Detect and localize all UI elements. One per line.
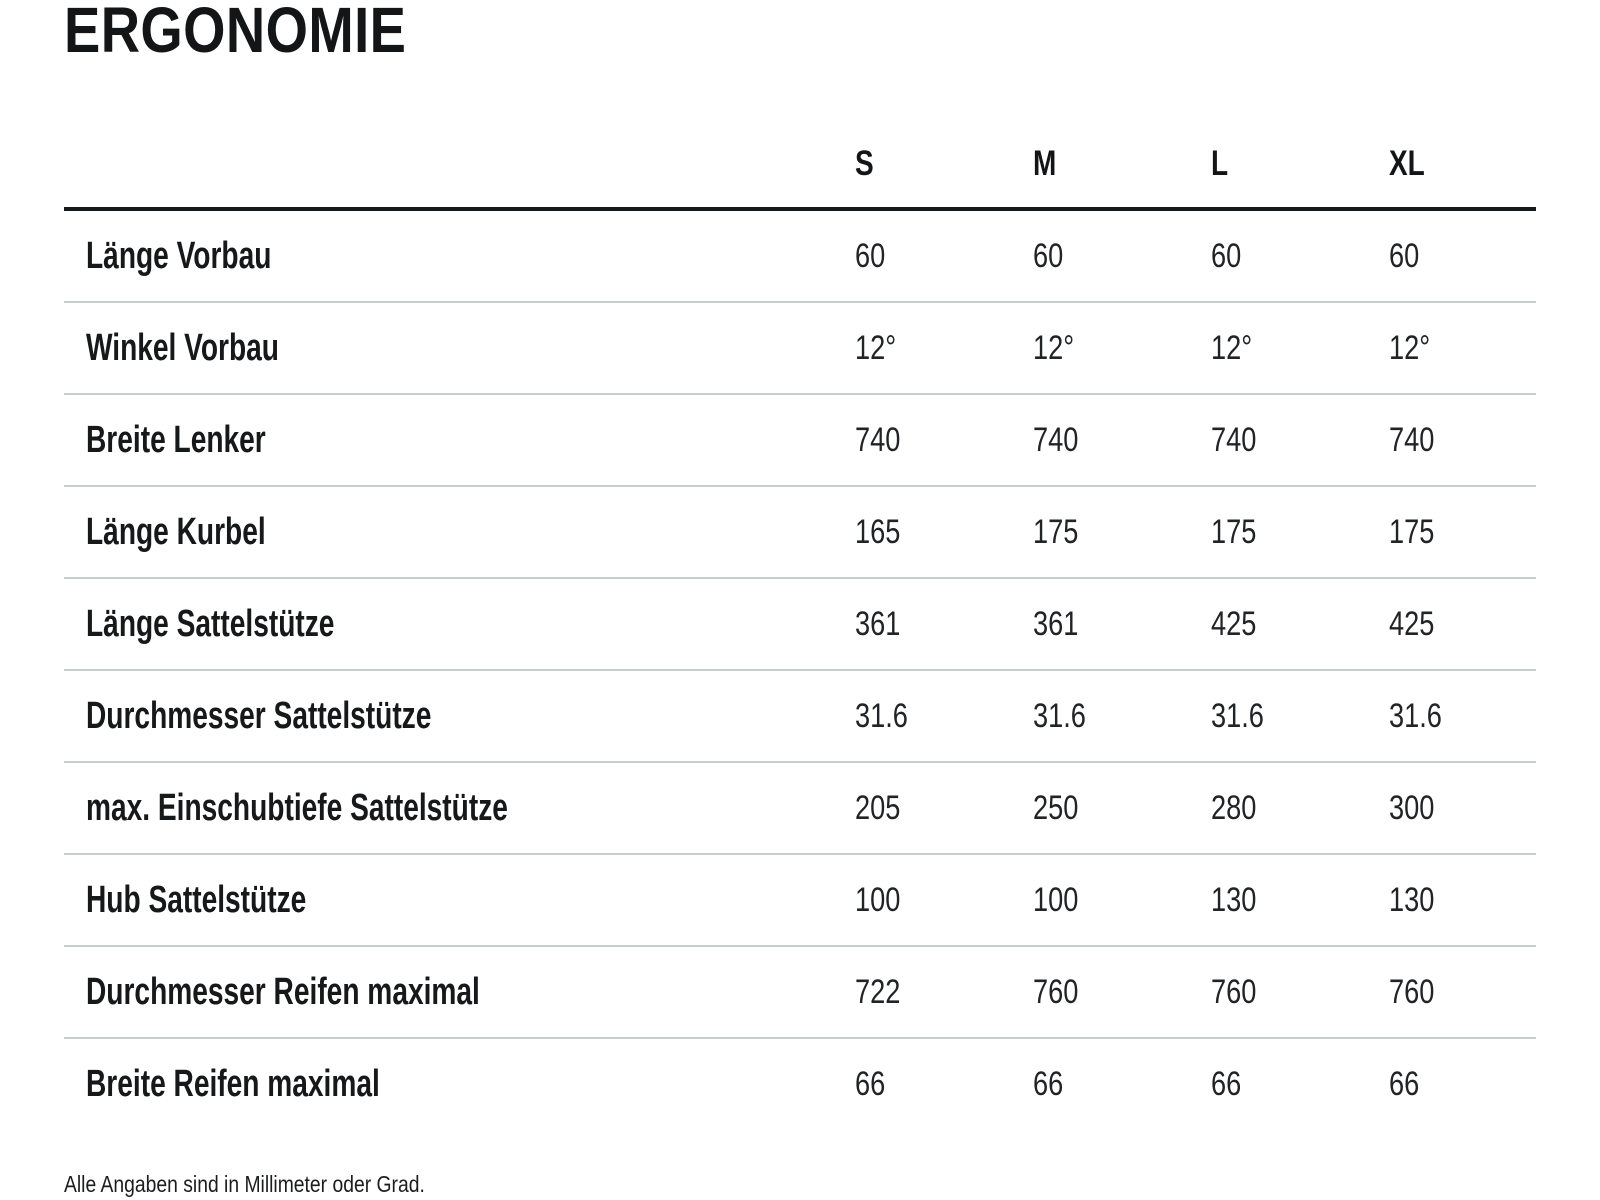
cell-value-m: 31.6 [1033, 696, 1086, 735]
cell-value-xl: 130 [1389, 880, 1435, 919]
cell-value-l: 425 [1211, 604, 1257, 643]
table-row: Länge Kurbel 165 175 175 175 [64, 487, 1536, 579]
cell-value-m: 760 [1033, 972, 1079, 1011]
cell-value-s: 66 [855, 1064, 886, 1103]
cell-value-s: 165 [855, 512, 901, 551]
cell-value-m: 12° [1033, 328, 1075, 367]
row-label: Länge Sattelstütze [86, 602, 335, 645]
cell-value-l: 12° [1211, 328, 1253, 367]
table-row: Winkel Vorbau 12° 12° 12° 12° [64, 303, 1536, 395]
cell-value-xl: 740 [1389, 420, 1435, 459]
cell-value-l: 31.6 [1211, 696, 1264, 735]
cell-value-xl: 760 [1389, 972, 1435, 1011]
column-header-l: L [1211, 144, 1229, 183]
cell-value-l: 66 [1211, 1064, 1242, 1103]
cell-value-xl: 425 [1389, 604, 1435, 643]
table-row: Durchmesser Reifen maximal 722 760 760 7… [64, 947, 1536, 1039]
cell-value-l: 760 [1211, 972, 1257, 1011]
ergonomics-spec-table: S M L XL Länge Vorbau 60 60 60 60 Winkel… [64, 121, 1536, 1129]
cell-value-l: 280 [1211, 788, 1257, 827]
cell-value-s: 31.6 [855, 696, 908, 735]
row-label: Breite Reifen maximal [86, 1062, 380, 1105]
cell-value-s: 361 [855, 604, 901, 643]
cell-value-m: 66 [1033, 1064, 1064, 1103]
cell-value-s: 100 [855, 880, 901, 919]
table-row: Hub Sattelstütze 100 100 130 130 [64, 855, 1536, 947]
cell-value-m: 60 [1033, 236, 1064, 275]
units-footnote: Alle Angaben sind in Millimeter oder Gra… [64, 1171, 425, 1197]
row-label: Durchmesser Reifen maximal [86, 970, 480, 1013]
row-label: Breite Lenker [86, 418, 266, 461]
table-row: max. Einschubtiefe Sattelstütze 205 250 … [64, 763, 1536, 855]
cell-value-m: 361 [1033, 604, 1079, 643]
table-header-row: S M L XL [64, 121, 1536, 211]
table-row: Länge Sattelstütze 361 361 425 425 [64, 579, 1536, 671]
page-title-text: ERGONOMIE [64, 0, 407, 66]
cell-value-s: 12° [855, 328, 897, 367]
cell-value-l: 740 [1211, 420, 1257, 459]
row-label: Winkel Vorbau [86, 326, 279, 369]
cell-value-xl: 12° [1389, 328, 1431, 367]
cell-value-m: 100 [1033, 880, 1079, 919]
cell-value-s: 722 [855, 972, 901, 1011]
cell-value-m: 740 [1033, 420, 1079, 459]
table-row: Breite Reifen maximal 66 66 66 66 [64, 1039, 1536, 1129]
cell-value-l: 130 [1211, 880, 1257, 919]
page-title: ERGONOMIE [64, 0, 1600, 66]
table-row: Durchmesser Sattelstütze 31.6 31.6 31.6 … [64, 671, 1536, 763]
table-row: Länge Vorbau 60 60 60 60 [64, 211, 1536, 303]
cell-value-xl: 31.6 [1389, 696, 1442, 735]
cell-value-xl: 175 [1389, 512, 1435, 551]
column-header-xl: XL [1389, 144, 1425, 183]
column-header-s: S [855, 144, 874, 183]
row-label: max. Einschubtiefe Sattelstütze [86, 786, 508, 829]
cell-value-xl: 66 [1389, 1064, 1420, 1103]
row-label: Länge Vorbau [86, 234, 272, 277]
cell-value-s: 740 [855, 420, 901, 459]
table-row: Breite Lenker 740 740 740 740 [64, 395, 1536, 487]
cell-value-s: 205 [855, 788, 901, 827]
row-label: Hub Sattelstütze [86, 878, 307, 921]
column-header-m: M [1033, 144, 1057, 183]
row-label: Länge Kurbel [86, 510, 266, 553]
cell-value-m: 175 [1033, 512, 1079, 551]
row-label: Durchmesser Sattelstütze [86, 694, 432, 737]
cell-value-xl: 60 [1389, 236, 1420, 275]
cell-value-l: 175 [1211, 512, 1257, 551]
cell-value-s: 60 [855, 236, 886, 275]
cell-value-l: 60 [1211, 236, 1242, 275]
cell-value-xl: 300 [1389, 788, 1435, 827]
cell-value-m: 250 [1033, 788, 1079, 827]
